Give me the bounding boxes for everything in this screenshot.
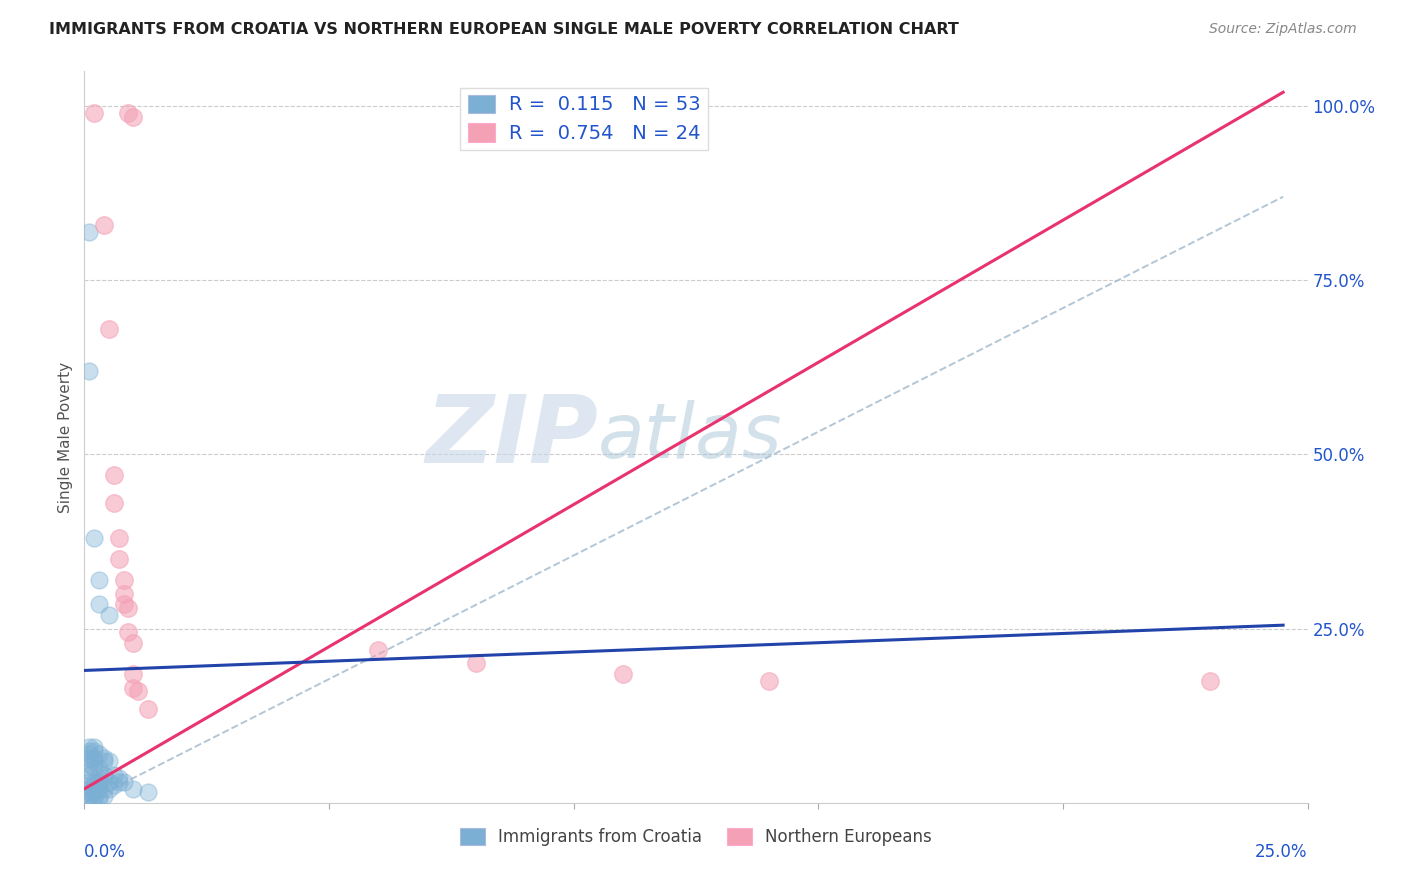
Point <box>97 322 120 336</box>
Text: IMMIGRANTS FROM CROATIA VS NORTHERN EUROPEAN SINGLE MALE POVERTY CORRELATION CHA: IMMIGRANTS FROM CROATIA VS NORTHERN EURO… <box>49 22 959 37</box>
Point <box>87 778 110 792</box>
Point <box>83 740 105 755</box>
Legend: Immigrants from Croatia, Northern Europeans: Immigrants from Croatia, Northern Europe… <box>453 822 939 853</box>
Point <box>87 792 110 806</box>
Point <box>107 531 129 545</box>
Point <box>83 106 105 120</box>
Point <box>83 761 105 775</box>
Point <box>117 106 139 120</box>
Point <box>97 754 120 768</box>
Point <box>122 635 145 649</box>
Point <box>87 775 110 789</box>
Y-axis label: Single Male Poverty: Single Male Poverty <box>58 361 73 513</box>
Text: atlas: atlas <box>598 401 783 474</box>
Point <box>83 531 105 545</box>
Point <box>112 597 135 611</box>
Point <box>87 781 110 796</box>
Text: Source: ZipAtlas.com: Source: ZipAtlas.com <box>1209 22 1357 37</box>
Point <box>83 778 105 792</box>
Point <box>97 781 120 796</box>
Point <box>83 792 105 806</box>
Point <box>117 600 139 615</box>
Point <box>77 789 100 803</box>
Point <box>83 775 105 789</box>
Point <box>87 573 110 587</box>
Point <box>93 750 115 764</box>
Point <box>77 364 100 378</box>
Point <box>107 772 129 786</box>
Point <box>107 552 129 566</box>
Point <box>112 587 135 601</box>
Point <box>136 785 159 799</box>
Point <box>103 496 125 510</box>
Point <box>112 573 135 587</box>
Point <box>77 775 100 789</box>
Text: 25.0%: 25.0% <box>1256 843 1308 861</box>
Point <box>122 667 145 681</box>
Point <box>127 684 149 698</box>
Point <box>77 740 100 755</box>
Point <box>77 768 100 782</box>
Point <box>464 657 486 671</box>
Point <box>83 743 105 757</box>
Point <box>103 778 125 792</box>
Point <box>77 225 100 239</box>
Point <box>77 792 100 806</box>
Point <box>103 468 125 483</box>
Point <box>83 754 105 768</box>
Point <box>77 785 100 799</box>
Point <box>1198 673 1220 688</box>
Point <box>87 747 110 761</box>
Point <box>122 110 145 124</box>
Point <box>83 785 105 799</box>
Point <box>77 743 100 757</box>
Point <box>83 750 105 764</box>
Point <box>77 750 100 764</box>
Point <box>87 789 110 803</box>
Point <box>367 642 389 657</box>
Point <box>117 625 139 640</box>
Point <box>112 775 135 789</box>
Point <box>93 789 115 803</box>
Point <box>93 768 115 782</box>
Point <box>77 757 100 772</box>
Point <box>136 702 159 716</box>
Text: 0.0%: 0.0% <box>84 843 127 861</box>
Point <box>93 754 115 768</box>
Point <box>93 772 115 786</box>
Text: ZIP: ZIP <box>425 391 598 483</box>
Point <box>93 218 115 232</box>
Point <box>122 781 145 796</box>
Point <box>103 768 125 782</box>
Point <box>93 781 115 796</box>
Point <box>83 789 105 803</box>
Point <box>77 781 100 796</box>
Point <box>87 772 110 786</box>
Point <box>77 747 100 761</box>
Point <box>758 673 780 688</box>
Point <box>97 607 120 622</box>
Point <box>77 764 100 779</box>
Point <box>87 761 110 775</box>
Point <box>87 597 110 611</box>
Point <box>107 775 129 789</box>
Point <box>612 667 634 681</box>
Point <box>83 781 105 796</box>
Point <box>122 681 145 695</box>
Point <box>97 775 120 789</box>
